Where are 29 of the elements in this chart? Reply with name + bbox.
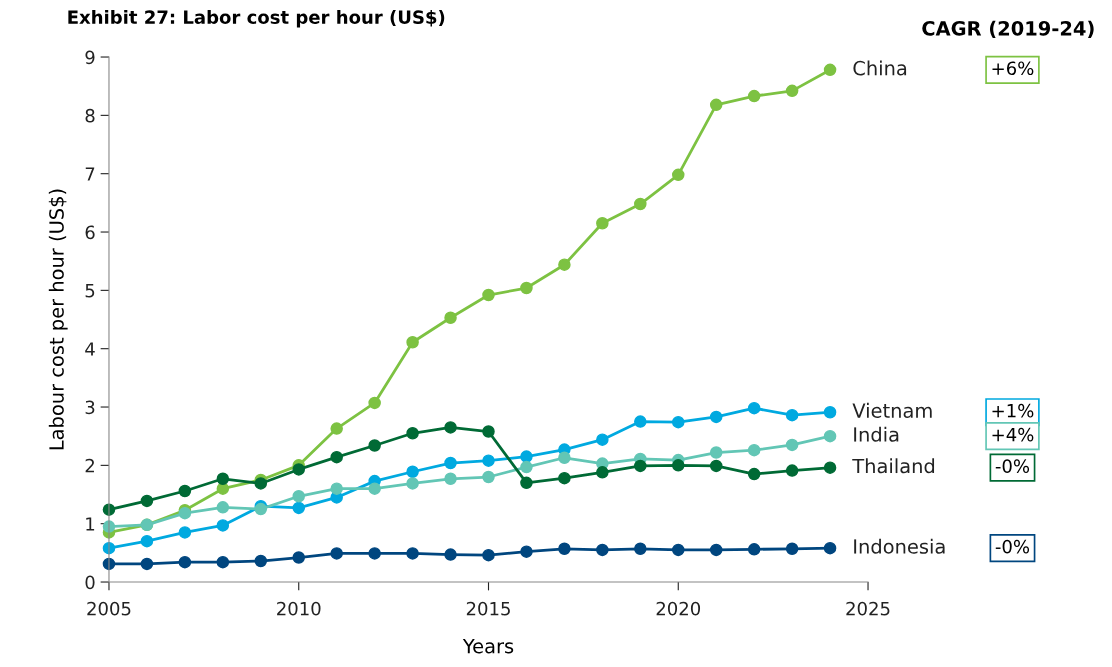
y-tick-label: 9: [85, 50, 95, 65]
text: +6%: [992, 61, 1034, 76]
y-tick-label: 4: [85, 342, 95, 356]
y-tick-label: 7: [85, 167, 95, 181]
x-tick-label: 2025: [846, 601, 890, 616]
y-tick-label: 1: [86, 517, 95, 531]
y-tick-label: 8: [85, 108, 95, 123]
text: -0%: [995, 539, 1030, 554]
series-label: India: [854, 426, 899, 442]
series-label: Thailand: [852, 458, 935, 474]
y-tick-label: 0: [85, 575, 95, 590]
x-tick-label: 2005: [87, 601, 131, 616]
x-tick-label: 2020: [656, 601, 701, 616]
chart-title: Exhibit 27: Labor cost per hour (US$): [68, 10, 445, 28]
y-axis-title: Labour cost per hour (US$): [48, 189, 68, 450]
text: CAGR (2019-24): [922, 20, 1094, 38]
y-tick-label: 5: [85, 284, 95, 298]
series-label: Vietnam: [852, 402, 932, 418]
x-tick-label: 2010: [277, 601, 321, 616]
legend-label: Indonesia: [854, 538, 945, 554]
y-tick-label: 3: [85, 400, 95, 415]
text: +4%: [992, 427, 1034, 442]
text: +1%: [992, 403, 1034, 418]
text: -0%: [995, 459, 1030, 473]
x-axis-title: Years: [462, 638, 514, 654]
x-tick-label: 2015: [466, 601, 510, 616]
y-tick-label: 6: [85, 225, 95, 240]
y-tick-label: 2: [85, 458, 94, 473]
series-label: China: [853, 60, 907, 76]
